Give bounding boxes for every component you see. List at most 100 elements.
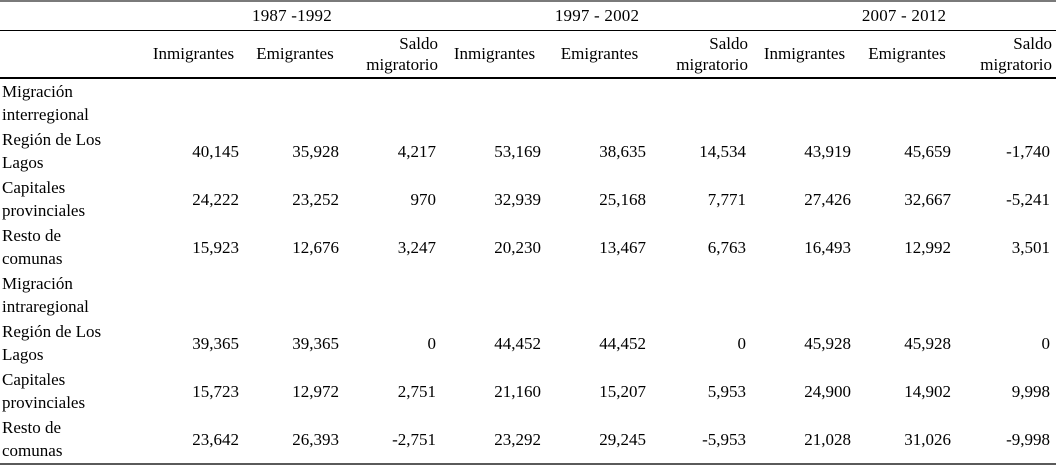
data-cell: 15,923 <box>192 237 239 257</box>
data-cell: 21,028 <box>804 429 851 449</box>
data-cell: 21,160 <box>494 381 541 401</box>
data-cell <box>547 78 652 127</box>
cropped-text-edge <box>0 0 1056 3</box>
data-cell: 0 <box>1041 333 1051 353</box>
data-cell <box>142 78 245 127</box>
data-cell: 43,919 <box>804 141 851 161</box>
measure-header-emigrantes: Emigrantes <box>245 30 345 79</box>
row-label: Migración interregional <box>2 82 89 124</box>
migration-table: 1987 -1992 1997 - 2002 2007 - 2012 Inmig… <box>0 3 1056 465</box>
data-cell <box>652 78 752 127</box>
data-cell: 23,642 <box>192 429 239 449</box>
corner-cell <box>0 30 142 79</box>
data-cell: 38,635 <box>599 141 646 161</box>
data-cell: 3,247 <box>397 237 436 257</box>
data-cell: 45,928 <box>804 333 851 353</box>
data-cell: 24,222 <box>192 189 239 209</box>
data-cell: 12,676 <box>292 237 339 257</box>
data-cell: 13,467 <box>599 237 646 257</box>
data-cell <box>442 78 547 127</box>
data-cell <box>245 271 345 319</box>
data-cell: 45,659 <box>904 141 951 161</box>
data-cell: -5,953 <box>702 429 746 449</box>
data-cell: -2,751 <box>392 429 436 449</box>
data-cell: 25,168 <box>599 189 646 209</box>
data-cell <box>345 78 442 127</box>
data-cell <box>652 271 752 319</box>
measure-header-emigrantes: Emigrantes <box>547 30 652 79</box>
measure-header-saldo: Saldo migratorio <box>345 30 442 79</box>
data-cell: 4,217 <box>397 141 436 161</box>
data-cell: 7,771 <box>707 189 746 209</box>
row-label: Resto de comunas <box>2 226 63 268</box>
data-cell <box>547 271 652 319</box>
measure-header-saldo: Saldo migratorio <box>652 30 752 79</box>
data-cell <box>857 78 957 127</box>
table-row: Resto de comunas 15,923 12,676 3,247 20,230 1… <box>0 223 1056 271</box>
measure-header-inmigrantes: Inmigrantes <box>752 30 857 79</box>
data-cell: 44,452 <box>494 333 541 353</box>
data-cell: 16,493 <box>804 237 851 257</box>
data-cell: 45,928 <box>904 333 951 353</box>
corner-cell <box>0 3 142 31</box>
data-cell: 3,501 <box>1011 237 1050 257</box>
data-cell: 29,245 <box>599 429 646 449</box>
row-label: Región de Los Lagos <box>2 130 102 172</box>
data-cell: 39,365 <box>192 333 239 353</box>
data-cell <box>442 271 547 319</box>
section-row: Migración interregional <box>0 78 1056 127</box>
measure-header-inmigrantes: Inmigrantes <box>442 30 547 79</box>
measure-header-emigrantes: Emigrantes <box>857 30 957 79</box>
table-row: Región de Los Lagos 39,365 39,365 0 44,452 44… <box>0 319 1056 367</box>
data-cell: -1,740 <box>1006 141 1050 161</box>
measure-header-row: Inmigrantes Emigrantes Saldo migratorio … <box>0 30 1056 79</box>
data-cell: 44,452 <box>599 333 646 353</box>
data-cell <box>957 78 1056 127</box>
data-cell: 31,026 <box>904 429 951 449</box>
data-cell: 27,426 <box>804 189 851 209</box>
data-cell: 970 <box>410 189 437 209</box>
data-cell: 15,207 <box>599 381 646 401</box>
data-cell: 12,992 <box>904 237 951 257</box>
data-cell <box>752 271 857 319</box>
data-cell: 24,900 <box>804 381 851 401</box>
data-cell: -9,998 <box>1006 429 1050 449</box>
period-header-1997-2002: 1997 - 2002 <box>442 3 752 31</box>
data-cell: 23,292 <box>494 429 541 449</box>
table-row: Capitales provinciales 15,723 12,972 2,751 2… <box>0 367 1056 415</box>
data-cell: 12,972 <box>292 381 339 401</box>
data-cell <box>142 271 245 319</box>
data-cell: 32,939 <box>494 189 541 209</box>
table-row: Resto de comunas 23,642 26,393 -2,751 23,292… <box>0 415 1056 464</box>
row-label: Capitales provinciales <box>2 178 86 220</box>
measure-header-saldo: Saldo migratorio <box>957 30 1056 79</box>
data-cell: 15,723 <box>192 381 239 401</box>
data-cell: 2,751 <box>397 381 436 401</box>
data-cell: -5,241 <box>1006 189 1050 209</box>
data-cell: 5,953 <box>707 381 746 401</box>
row-label: Resto de comunas <box>2 418 63 460</box>
row-label: Migración intraregional <box>2 274 89 316</box>
data-cell <box>957 271 1056 319</box>
period-header-1987-1992: 1987 -1992 <box>142 3 442 31</box>
data-cell: 32,667 <box>904 189 951 209</box>
data-cell: 53,169 <box>494 141 541 161</box>
period-header-2007-2012: 2007 - 2012 <box>752 3 1056 31</box>
period-header-row: 1987 -1992 1997 - 2002 2007 - 2012 <box>0 3 1056 31</box>
data-cell: 6,763 <box>707 237 746 257</box>
row-label: Región de Los Lagos <box>2 322 102 364</box>
table-body: Migración interregional Región de Los Lag… <box>0 78 1056 464</box>
data-cell: 9,998 <box>1011 381 1050 401</box>
data-cell <box>857 271 957 319</box>
table-row: Región de Los Lagos 40,145 35,928 4,217 53,1… <box>0 127 1056 175</box>
data-cell: 35,928 <box>292 141 339 161</box>
data-cell <box>345 271 442 319</box>
section-row: Migración intraregional <box>0 271 1056 319</box>
data-cell <box>752 78 857 127</box>
data-cell: 20,230 <box>494 237 541 257</box>
table-row: Capitales provinciales 24,222 23,252 970 32,… <box>0 175 1056 223</box>
data-cell: 0 <box>737 333 747 353</box>
data-cell <box>245 78 345 127</box>
measure-header-inmigrantes: Inmigrantes <box>142 30 245 79</box>
data-cell: 14,902 <box>904 381 951 401</box>
